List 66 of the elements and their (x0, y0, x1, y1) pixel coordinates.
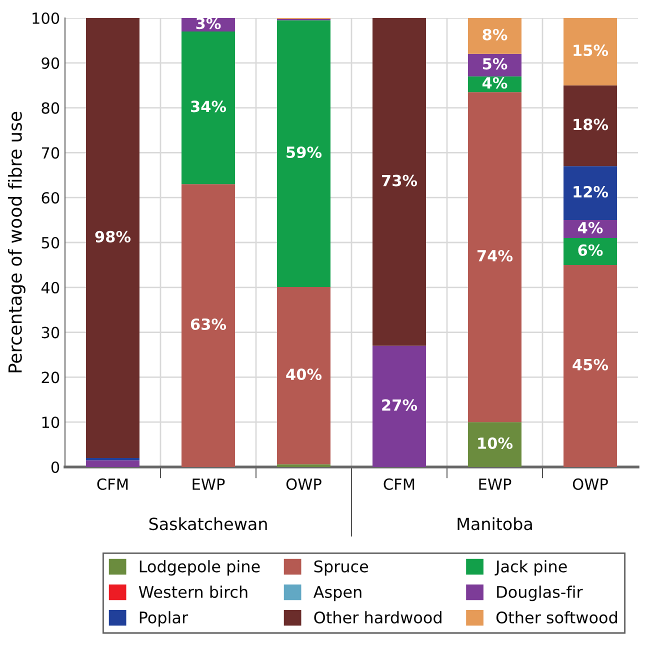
y-tick-label: 70 (42, 147, 60, 159)
x-tick-label: CFM (384, 478, 414, 490)
y-tick-label: 30 (42, 326, 60, 338)
legend-label: Other hardwood (314, 611, 442, 624)
bar (86, 460, 140, 467)
y-tick-label: 50 (42, 236, 60, 249)
bar (182, 184, 235, 467)
y-tick-label: 80 (42, 102, 60, 114)
bar (564, 166, 617, 220)
data-label: 3% (196, 18, 221, 30)
data-label: 10% (478, 437, 513, 449)
x-tick-label: EWP (192, 478, 225, 490)
bar (564, 238, 617, 265)
data-label: 45% (572, 358, 608, 370)
bar (277, 20, 330, 287)
bar (372, 346, 426, 467)
data-label: 8% (482, 28, 508, 40)
text: Manitoba (458, 517, 532, 530)
x-tick-label: OWP (572, 478, 608, 490)
data-label: 5% (482, 58, 508, 70)
bar (564, 85, 617, 166)
data-label: 59% (286, 146, 322, 158)
legend-label: Aspen (313, 586, 362, 602)
data-label: 63% (190, 318, 226, 330)
data-label: 74% (477, 250, 513, 262)
legend-label: Douglas-fir (497, 586, 583, 602)
data-label: 27% (382, 399, 418, 411)
bar (372, 18, 426, 346)
y-tick-label: 20 (42, 372, 60, 384)
data-label: 73% (382, 174, 418, 186)
bar (468, 92, 522, 422)
legend-label: Western birch (138, 586, 248, 598)
y-tick-label: 10 (42, 416, 60, 428)
x-tick-label: OWP (286, 478, 322, 490)
y-tick-label: 100 (32, 12, 60, 24)
y-tick-label: 0 (51, 461, 60, 474)
bar (468, 422, 522, 467)
y-axis-title: Percentage of wood fibre use (8, 112, 26, 372)
bar (277, 464, 330, 467)
y-tick-label: 40 (41, 282, 60, 294)
data-label: 98% (95, 230, 131, 242)
bar (277, 286, 330, 464)
bar (182, 31, 235, 184)
data-label: 15% (574, 44, 608, 56)
data-label: 6% (578, 244, 603, 256)
data-label: 18% (574, 118, 608, 130)
x-tick-label: EWP (479, 478, 512, 490)
bar (468, 54, 522, 76)
bar (564, 264, 617, 467)
text: Saskatchewan (149, 517, 267, 530)
legend-label: Poplar (140, 611, 188, 627)
bar (468, 18, 522, 54)
bar (564, 18, 617, 86)
x-tick-label: CFM (97, 478, 128, 490)
legend-label: Other softwood (496, 611, 617, 624)
legend-label: Spruce (314, 560, 368, 576)
data-label: 4% (578, 222, 603, 234)
data-label: 34% (190, 100, 226, 112)
y-tick-label: 90 (42, 57, 60, 69)
data-label: 40% (286, 368, 322, 380)
legend-label: Lodgepole pine (140, 560, 260, 576)
legend-label: Jack pine (494, 560, 567, 576)
data-label: 4% (482, 77, 508, 89)
bar (86, 18, 140, 458)
y-tick-label: 60 (42, 192, 60, 204)
data-label: 12% (574, 186, 608, 198)
